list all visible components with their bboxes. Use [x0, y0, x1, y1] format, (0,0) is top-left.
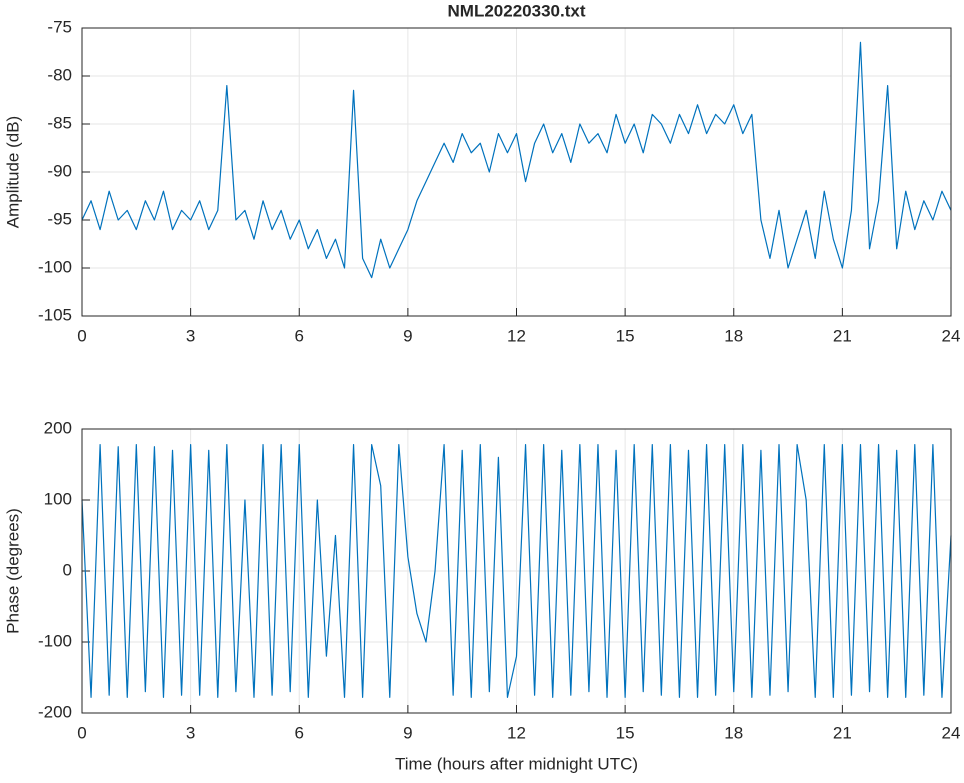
y-axis-label: Amplitude (dB): [3, 116, 22, 228]
y-tick-label: 0: [63, 560, 72, 579]
y-tick-label: -90: [47, 161, 72, 180]
y-tick-label: -100: [38, 257, 72, 276]
y-tick-label: -95: [47, 209, 72, 228]
x-tick-label: 9: [403, 723, 412, 742]
x-tick-label: 0: [77, 723, 86, 742]
x-tick-label: 18: [724, 723, 743, 742]
axes-box: [81, 428, 952, 714]
x-tick-label: 6: [295, 326, 304, 345]
x-tick-label: 12: [507, 723, 526, 742]
x-tick-label: 12: [507, 326, 526, 345]
x-tick-label: 6: [295, 723, 304, 742]
x-axis-label: Time (hours after midnight UTC): [395, 754, 638, 773]
axes-box: [81, 27, 952, 317]
x-tick-label: 0: [77, 326, 86, 345]
x-tick-label: 9: [403, 326, 412, 345]
y-tick-label: 200: [44, 418, 72, 437]
y-axis-label: Phase (degrees): [3, 508, 22, 634]
x-tick-label: 21: [833, 723, 852, 742]
x-tick-label: 21: [833, 326, 852, 345]
x-tick-label: 18: [724, 326, 743, 345]
y-tick-label: -75: [47, 17, 72, 36]
chart-title: NML20220330.txt: [448, 1, 586, 20]
y-tick-label: -105: [38, 305, 72, 324]
y-tick-label: -100: [38, 631, 72, 650]
x-tick-label: 24: [942, 723, 961, 742]
x-tick-label: 3: [186, 723, 195, 742]
data-line: [81, 444, 952, 698]
x-tick-label: 15: [616, 723, 635, 742]
y-tick-label: -200: [38, 702, 72, 721]
x-tick-label: 3: [186, 326, 195, 345]
x-tick-label: 15: [616, 326, 635, 345]
y-tick-label: 100: [44, 489, 72, 508]
data-line: [81, 41, 952, 279]
x-tick-label: 24: [942, 326, 961, 345]
y-tick-label: -80: [47, 65, 72, 84]
y-tick-label: -85: [47, 113, 72, 132]
